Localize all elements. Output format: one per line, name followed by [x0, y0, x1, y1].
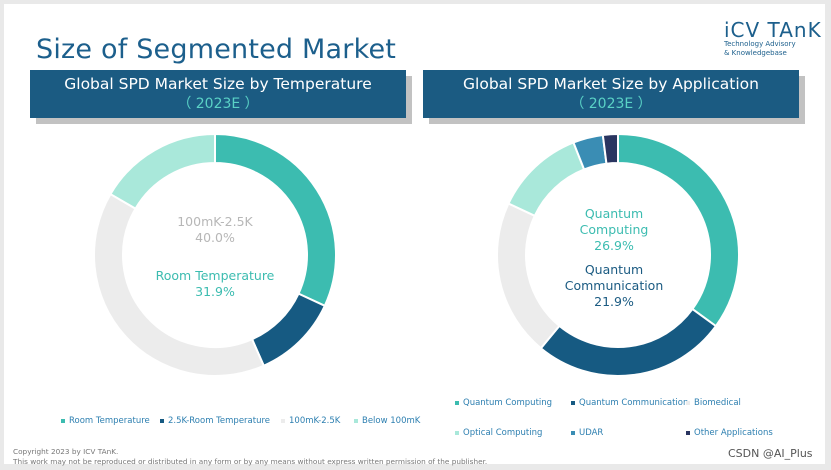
donut-application [496, 132, 740, 377]
label-qc-name-2: Computing [580, 222, 649, 237]
label-100mk-name: 100mK-2.5K [177, 214, 253, 229]
legend-swatch [455, 401, 459, 405]
legend-item-2-5k-room-temperature: 2.5K-Room Temperature [160, 416, 270, 426]
copyright-line-1: Copyright 2023 by ICV TAnK. [13, 447, 119, 456]
legend-label: Quantum Communication [579, 398, 689, 408]
donut-slice-quantum-communication [539, 307, 718, 377]
page-title: Size of Segmented Market [36, 34, 397, 65]
chart-header-application: Global SPD Market Size by Application （ … [423, 70, 799, 118]
legend-swatch [686, 431, 690, 435]
legend-label: 100mK-2.5K [289, 416, 341, 426]
copyright-notice: Copyright 2023 by ICV TAnK. This work ma… [13, 447, 487, 467]
watermark: CSDN @AI_Plus [728, 447, 813, 460]
donut-charts: 100mK-2.5K 40.0% Room Temperature 31.9% … [93, 132, 740, 377]
legend-item-optical-computing: Optical Computing [455, 428, 542, 438]
legend-item-udar: UDAR [571, 428, 603, 438]
legend-swatch [686, 401, 690, 405]
slide: Size of Segmented Market iCV TAnK Techno… [4, 4, 825, 467]
legend-item-quantum-computing: Quantum Computing [455, 398, 552, 408]
legend-item-below-100mk: Below 100mK [354, 416, 420, 426]
donut-slice-2-5k-room-temperature [250, 292, 327, 368]
legend-swatch [571, 401, 575, 405]
logo-tagline-2: & Knowledgebase [724, 49, 787, 57]
legend-item-other-applications: Other Applications [686, 428, 773, 438]
logo-tagline-1: Technology Advisory [724, 40, 796, 48]
chart-title-temperature: Global SPD Market Size by Temperature [64, 75, 372, 93]
donut-slice-below-100mk [109, 132, 216, 211]
legend-swatch [455, 431, 459, 435]
legend-label: Room Temperature [69, 416, 150, 426]
legend-label: Below 100mK [362, 416, 421, 426]
legend-label: Optical Computing [463, 428, 543, 438]
logo: iCV TAnK Technology Advisory & Knowledge… [724, 20, 824, 58]
legend-label: UDAR [579, 428, 604, 438]
chart-title-application: Global SPD Market Size by Application [463, 75, 759, 93]
label-room-name: Room Temperature [156, 268, 275, 283]
chart-header-temperature: Global SPD Market Size by Temperature （ … [30, 70, 406, 118]
legend-item-100mk-2-5k: 100mK-2.5K [281, 416, 340, 426]
label-qcom-name-1: Quantum [585, 262, 643, 277]
donut-temperature [93, 132, 337, 377]
legend-label: Biomedical [694, 398, 741, 408]
chart-subtitle-application: （ 2023E ） [570, 96, 652, 112]
legend-swatch [281, 419, 285, 423]
label-100mk-value: 40.0% [195, 230, 235, 245]
legend-item-biomedical: Biomedical [686, 398, 741, 408]
legend-swatch [61, 419, 65, 423]
copyright-line-2: This work may not be reproduced or distr… [13, 457, 488, 466]
label-qcom-value: 21.9% [594, 294, 634, 309]
chart-subtitle-temperature: （ 2023E ） [177, 96, 259, 112]
legend-label: 2.5K-Room Temperature [168, 416, 271, 426]
label-qc-name-1: Quantum [585, 206, 643, 221]
logo-wordmark: iCV TAnK [724, 18, 822, 42]
donut-slice-other-applications [601, 132, 619, 165]
legend-swatch [571, 431, 575, 435]
legend-item-room-temperature: Room Temperature [61, 416, 150, 426]
label-qc-value: 26.9% [594, 238, 634, 253]
label-qcom-name-2: Communication [565, 278, 664, 293]
donut-slice-optical-computing [507, 141, 586, 218]
legend-item-quantum-communication: Quantum Communication [571, 398, 688, 408]
donut-slice-100mk-2-5k [93, 192, 266, 377]
legend-swatch [354, 419, 358, 423]
label-room-value: 31.9% [195, 284, 235, 299]
donut-slice-biomedical [496, 202, 561, 350]
legend-swatch [160, 419, 164, 423]
legend-label: Quantum Computing [463, 398, 553, 408]
legend-label: Other Applications [694, 428, 773, 438]
